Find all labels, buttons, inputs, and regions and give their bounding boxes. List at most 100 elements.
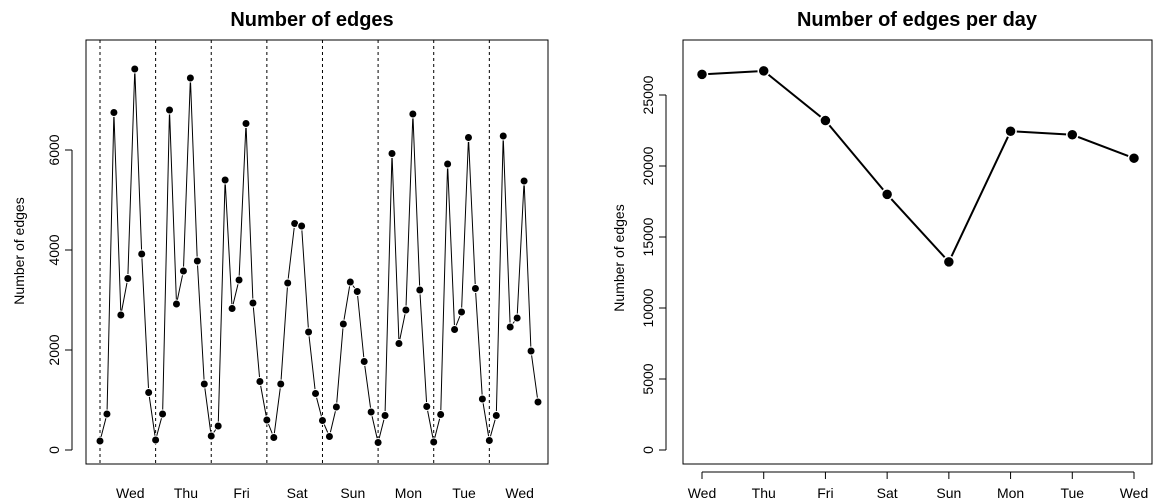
series-line: [701, 69, 1135, 264]
data-point: [415, 285, 425, 295]
data-point: [359, 357, 369, 366]
x-tick-label: Fri: [817, 485, 833, 501]
data-point: [227, 304, 237, 313]
x-tick-label: Mon: [395, 485, 422, 501]
data-point: [255, 377, 265, 386]
data-point: [401, 305, 411, 315]
data-point: [429, 437, 439, 447]
data-point: [234, 275, 244, 285]
data-point: [470, 284, 480, 293]
y-tick-label: 5000: [640, 363, 656, 394]
data-point: [220, 175, 230, 185]
data-point: [1004, 124, 1017, 138]
chart-title: Number of edges: [230, 9, 393, 31]
data-point: [436, 410, 446, 419]
data-point: [331, 402, 341, 412]
data-point: [1066, 128, 1079, 142]
x-tick-label: Thu: [174, 485, 198, 501]
data-point: [317, 416, 327, 425]
data-point: [505, 322, 515, 332]
data-point: [387, 149, 397, 158]
data-point: [491, 411, 501, 420]
data-point: [241, 119, 251, 128]
series-path: [99, 68, 539, 443]
x-tick-label: Sat: [877, 485, 898, 501]
data-point: [95, 436, 105, 446]
y-axis-label: Number of edges: [611, 204, 627, 311]
data-point: [477, 394, 487, 404]
data-point: [311, 389, 321, 398]
data-point: [757, 64, 770, 78]
data-point: [213, 421, 223, 431]
data-point: [463, 133, 473, 142]
data-point: [512, 313, 522, 323]
data-point: [262, 415, 272, 425]
data-point: [457, 307, 467, 317]
data-point: [695, 68, 709, 81]
x-axis: Wed Thu Fri Sat Sun Mon Tue Wed: [688, 471, 1149, 501]
data-point: [408, 109, 418, 119]
data-point: [276, 379, 286, 389]
x-tick-label: Sun: [936, 485, 961, 501]
data-point: [942, 255, 956, 269]
x-tick-label: Wed: [1120, 485, 1149, 501]
data-point: [199, 379, 209, 389]
data-point: [144, 388, 154, 397]
x-tick-label: Sat: [287, 485, 308, 501]
x-tick-label: Fri: [233, 485, 249, 501]
plot-frame: [682, 39, 1153, 465]
y-tick-label: 0: [640, 446, 656, 454]
y-tick-label: 0: [46, 446, 62, 454]
x-tick-label: Tue: [452, 485, 476, 501]
data-point: [484, 436, 494, 445]
data-point: [450, 325, 460, 334]
data-point: [165, 105, 175, 115]
y-tick-label: 4000: [46, 234, 62, 265]
data-point: [178, 266, 188, 276]
data-point: [880, 188, 894, 201]
data-point: [116, 310, 126, 320]
data-point: [130, 64, 140, 74]
y-axis: 0 2000 4000 6000: [46, 134, 73, 454]
data-point: [283, 278, 293, 288]
data-point: [137, 249, 147, 259]
y-tick-label: 2000: [46, 334, 62, 365]
y-axis-label: Number of edges: [11, 197, 27, 304]
data-point: [533, 397, 543, 407]
x-tick-label: Thu: [752, 485, 776, 501]
x-tick-label: Mon: [997, 485, 1024, 501]
data-point: [394, 339, 404, 348]
data-point: [352, 287, 362, 296]
data-point: [192, 256, 202, 266]
data-point: [526, 346, 536, 356]
data-point: [324, 432, 334, 441]
data-point: [366, 407, 376, 417]
chart-panel-edges-per-day: Number of edges per day Number of edges …: [611, 9, 1153, 501]
data-point: [380, 411, 390, 420]
series-path: [701, 69, 1135, 264]
data-point: [819, 114, 832, 127]
x-tick-label: Sun: [340, 485, 365, 501]
x-tick-label: Tue: [1060, 485, 1084, 501]
data-point: [206, 431, 216, 441]
chart-panel-edges: Number of edges Number of edges 0 2000 400…: [11, 9, 549, 501]
data-point: [1127, 151, 1141, 165]
data-point: [498, 131, 508, 141]
data-point: [171, 299, 181, 309]
data-point: [443, 159, 453, 169]
data-point: [185, 73, 195, 83]
data-point: [102, 409, 112, 419]
data-point: [158, 409, 168, 419]
data-point: [109, 108, 119, 117]
series-line: [99, 68, 539, 443]
y-tick-label: 15000: [640, 217, 656, 256]
series-points: [95, 64, 543, 447]
data-point: [422, 402, 432, 411]
x-tick-label: Wed: [688, 485, 717, 501]
y-tick-label: 10000: [640, 288, 656, 327]
x-tick-label: Wed: [505, 485, 534, 501]
series-points: [695, 64, 1141, 269]
data-point: [248, 298, 258, 308]
y-tick-label: 6000: [46, 134, 62, 165]
